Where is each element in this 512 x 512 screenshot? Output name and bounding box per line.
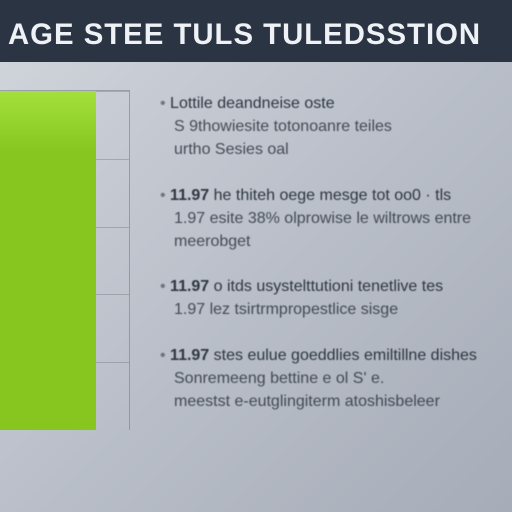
text-block: 11.97 o itds usystelttutioni tenetlive t…: [160, 275, 486, 321]
text-column: Lottile deandneise oste S 9thowiesite tot…: [140, 86, 486, 478]
slide-title: AGE STEE TULS TULEDSSTION: [8, 18, 481, 51]
block-prefix: 11.97: [170, 187, 214, 204]
block-sub-line: urtho Sesies oal: [160, 138, 486, 161]
title-bar: AGE STEE TULS TULEDSSTION: [0, 0, 512, 62]
block-lead-text: o itds usystelttutioni tenetlive tes: [214, 278, 443, 295]
block-sub-line: meerobget: [160, 230, 486, 253]
slide-root: AGE STEE TULS TULEDSSTION Lottile deandn…: [0, 0, 512, 512]
text-block: 11.97 he thiteh oege mesge tot oo0 · tls…: [160, 184, 486, 254]
block-lead-text: Lottile deandneise oste: [170, 95, 335, 112]
block-sub-line: 1.97 esite 38% olprowise le wiltrows ent…: [160, 207, 486, 230]
block-sub-line: S 9thowiesite totonoanre teiles: [160, 115, 486, 138]
block-sub-line: Sonremeeng bettine e ol S' e.: [160, 367, 486, 390]
block-lead: 11.97 he thiteh oege mesge tot oo0 · tls: [160, 184, 486, 207]
block-prefix: 11.97: [170, 347, 214, 364]
block-prefix: 11.97: [170, 278, 214, 295]
block-lead: Lottile deandneise oste: [160, 92, 486, 115]
block-sub-line: 1.97 lez tsirtrmpropestlice sisge: [160, 298, 486, 321]
block-lead-text: stes eulue goeddlies emiltillne dishes: [214, 347, 477, 364]
text-block: Lottile deandneise oste S 9thowiesite tot…: [160, 92, 486, 162]
block-lead-text: he thiteh oege mesge tot oo0 · tls: [214, 187, 451, 204]
block-sub-line: meestst e-eutglingiterm atoshisbeleer: [160, 390, 486, 413]
block-lead: 11.97 stes eulue goeddlies emiltillne di…: [160, 344, 486, 367]
content-panel: Lottile deandneise oste S 9thowiesite tot…: [0, 62, 512, 512]
chart-column: [0, 86, 140, 478]
text-block: 11.97 stes eulue goeddlies emiltillne di…: [160, 344, 486, 414]
block-lead: 11.97 o itds usystelttutioni tenetlive t…: [160, 275, 486, 298]
chart-bar: [0, 91, 96, 430]
chart-frame: [0, 90, 130, 430]
